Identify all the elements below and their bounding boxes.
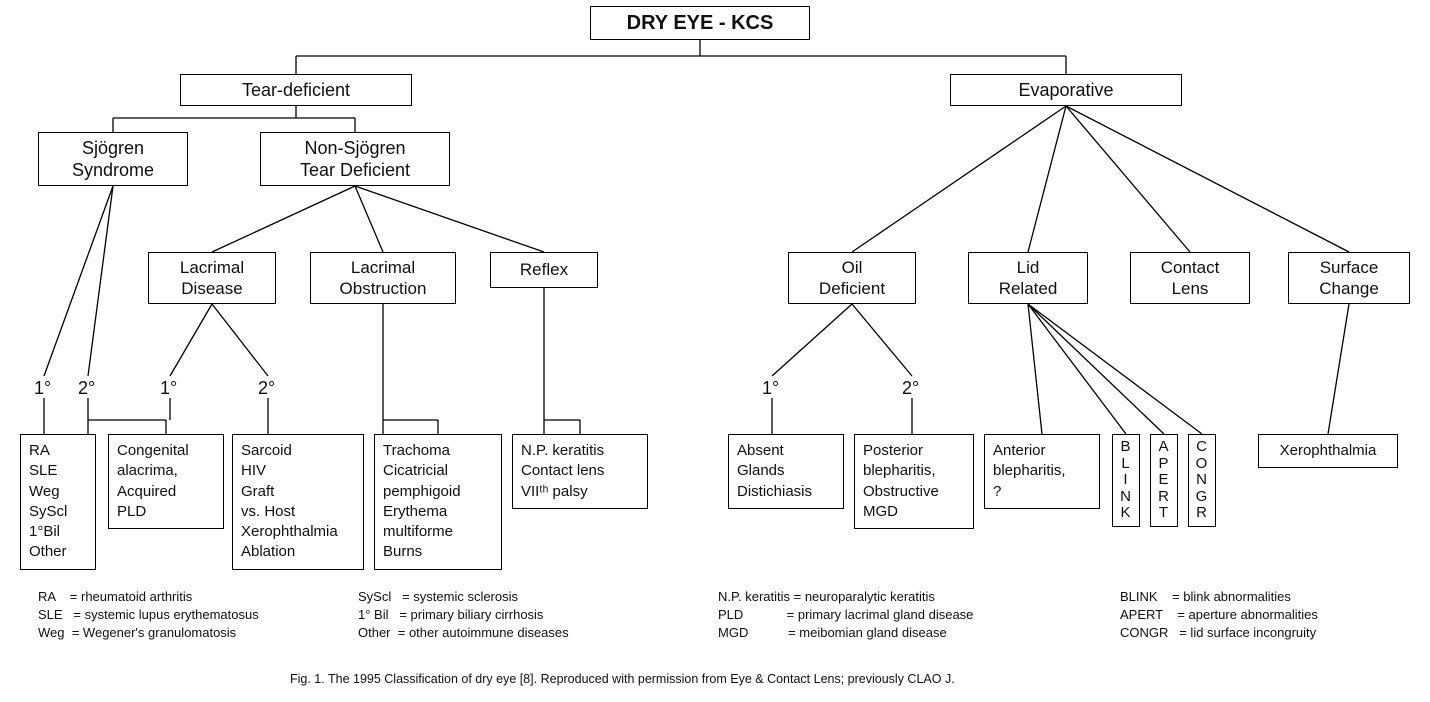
node-evaporative: Evaporative: [950, 74, 1182, 106]
legend-col2: SyScl = systemic sclerosis 1° Bil = prim…: [358, 588, 569, 643]
legend-col3: N.P. keratitis = neuroparalytic keratiti…: [718, 588, 973, 643]
label-lacdis-secondary: 2°: [258, 378, 275, 399]
leaf-lid-anterior: Anterior blepharitis, ?: [984, 434, 1100, 509]
leaf-oildef-primary: Absent Glands Distichiasis: [728, 434, 844, 509]
label-lacdis-primary: 1°: [160, 378, 177, 399]
leaf-xerophthalmia: Xerophthalmia: [1258, 434, 1398, 468]
node-root: DRY EYE - KCS: [590, 6, 810, 40]
node-lid-related: Lid Related: [968, 252, 1088, 304]
node-lacrimal-obstruction: Lacrimal Obstruction: [310, 252, 456, 304]
node-contact-lens: Contact Lens: [1130, 252, 1250, 304]
leaf-reflex-list: N.P. keratitis Contact lens VIIᵗʰ palsy: [512, 434, 648, 509]
label-sjogren-secondary: 2°: [78, 378, 95, 399]
figure-caption: Fig. 1. The 1995 Classification of dry e…: [290, 672, 955, 686]
leaf-lacdis-secondary: Sarcoid HIV Graft vs. Host Xerophthalmia…: [232, 434, 364, 570]
leaf-congr: CONGR: [1188, 434, 1216, 527]
node-oil-deficient: Oil Deficient: [788, 252, 916, 304]
label-oildef-primary: 1°: [762, 378, 779, 399]
node-surface-change: Surface Change: [1288, 252, 1410, 304]
node-lacrimal-disease: Lacrimal Disease: [148, 252, 276, 304]
label-sjogren-primary: 1°: [34, 378, 51, 399]
node-sjogren: Sjögren Syndrome: [38, 132, 188, 186]
leaf-apert: APERT: [1150, 434, 1178, 527]
leaf-oildef-secondary: Posterior blepharitis, Obstructive MGD: [854, 434, 974, 529]
node-reflex: Reflex: [490, 252, 598, 288]
leaf-sjogren-primary: RA SLE Weg SyScl 1°Bil Other: [20, 434, 96, 570]
leaf-lacdis-primary: Congenital alacrima, Acquired PLD: [108, 434, 224, 529]
legend-col4: BLINK = blink abnormalities APERT = aper…: [1120, 588, 1318, 643]
node-tear-deficient: Tear-deficient: [180, 74, 412, 106]
legend-col1: RA = rheumatoid arthritis SLE = systemic…: [38, 588, 259, 643]
label-oildef-secondary: 2°: [902, 378, 919, 399]
leaf-lacobs-list: Trachoma Cicatricial pemphigoid Erythema…: [374, 434, 502, 570]
node-non-sjogren: Non-Sjögren Tear Deficient: [260, 132, 450, 186]
leaf-blink: BLINK: [1112, 434, 1140, 527]
